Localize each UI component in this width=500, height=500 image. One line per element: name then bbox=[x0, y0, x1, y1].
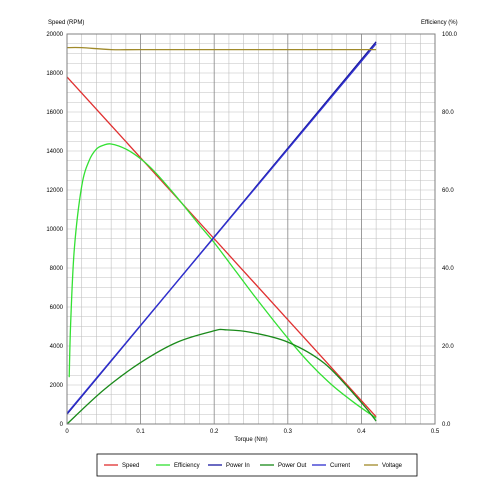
legend-label-efficiency: Efficiency bbox=[174, 463, 200, 469]
series-line-efficiency bbox=[68, 143, 377, 419]
series-line-power-out bbox=[66, 328, 377, 425]
legend-label-speed: Speed bbox=[122, 463, 139, 469]
legend-label-voltage: Voltage bbox=[382, 463, 403, 469]
y-right-axis-label: Efficiency (%) bbox=[421, 20, 458, 26]
legend: Speed Efficiency Power In Power Out Current V… bbox=[104, 463, 403, 469]
y-left-tick-label: 10000 bbox=[46, 227, 63, 233]
y-left-tick-label: 4000 bbox=[50, 344, 64, 350]
y-left-tick-label: 18000 bbox=[46, 71, 63, 77]
x-axis-label: Torque (Nm) bbox=[234, 437, 267, 443]
tick-labels: 0 0.1 0.2 0.3 0.4 0.5 0 2000 4000 6000 8000 10000 12… bbox=[46, 32, 457, 435]
x-tick-label: 0.1 bbox=[136, 429, 145, 435]
series-line-current bbox=[66, 43, 377, 414]
y-right-tick-label: 0.0 bbox=[442, 422, 451, 428]
x-tick-label: 0 bbox=[65, 429, 69, 435]
y-left-tick-label: 12000 bbox=[46, 188, 63, 194]
legend-label-current: Current bbox=[330, 463, 350, 469]
series-line-voltage bbox=[66, 46, 377, 51]
legend-label-power-out: Power Out bbox=[278, 463, 307, 469]
y-left-tick-label: 0 bbox=[60, 422, 64, 428]
y-left-tick-label: 8000 bbox=[50, 266, 64, 272]
y-left-axis-label: Speed (RPM) bbox=[48, 20, 84, 26]
y-left-tick-label: 14000 bbox=[46, 149, 63, 155]
series-layer bbox=[66, 41, 377, 425]
y-right-tick-label: 100.0 bbox=[442, 32, 458, 38]
x-tick-label: 0.5 bbox=[431, 429, 440, 435]
y-left-tick-label: 2000 bbox=[50, 383, 64, 389]
y-left-tick-label: 16000 bbox=[46, 110, 63, 116]
x-tick-label: 0.4 bbox=[357, 429, 366, 435]
y-right-tick-label: 40.0 bbox=[442, 266, 454, 272]
x-tick-label: 0.3 bbox=[284, 429, 293, 435]
grid bbox=[66, 34, 436, 424]
series-line-speed bbox=[66, 76, 377, 418]
y-left-tick-label: 20000 bbox=[46, 32, 63, 38]
plot-frame bbox=[66, 33, 436, 425]
y-left-tick-label: 6000 bbox=[50, 305, 64, 311]
legend-label-power-in: Power In bbox=[226, 463, 250, 469]
y-right-tick-label: 80.0 bbox=[442, 110, 454, 116]
y-right-tick-label: 60.0 bbox=[442, 188, 454, 194]
y-right-tick-label: 20.0 bbox=[442, 344, 454, 350]
x-tick-label: 0.2 bbox=[210, 429, 219, 435]
legend-box bbox=[96, 453, 418, 477]
